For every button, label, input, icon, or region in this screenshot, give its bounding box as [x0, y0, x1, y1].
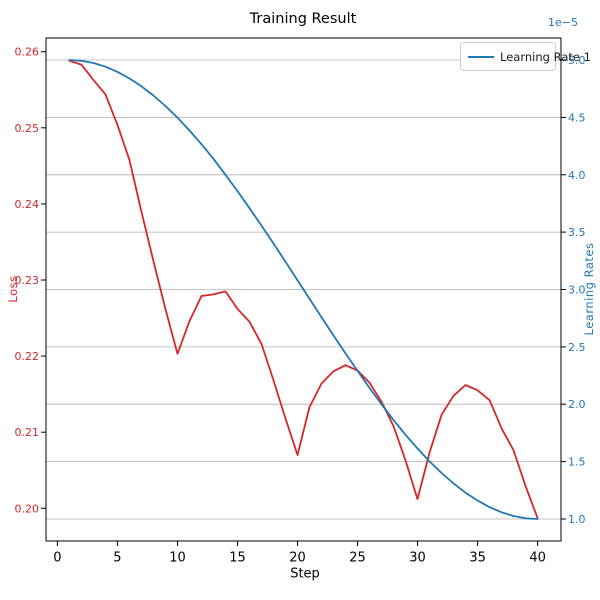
x-axis-label: Step [290, 566, 320, 582]
x-tick-label: 25 [349, 551, 366, 566]
right-axis-offset-text: 1e−5 [548, 16, 578, 29]
x-tick-label: 40 [529, 551, 546, 566]
right-axis-label: Learning Rates [582, 242, 596, 336]
left-axis-label: Loss [6, 275, 20, 303]
right-y-tick-label: 2.0 [568, 398, 586, 411]
right-y-tick-label: 2.5 [568, 341, 586, 354]
right-y-tick-label: 5.0 [568, 54, 586, 67]
chart-title: Training Result [249, 11, 357, 27]
left-y-tick-label: 0.26 [15, 46, 40, 59]
left-y-tick-label: 0.20 [15, 502, 40, 515]
x-tick-label: 35 [469, 551, 486, 566]
x-tick-label: 10 [169, 551, 186, 566]
right-y-tick-label: 3.0 [568, 284, 586, 297]
right-y-tick-label: 1.0 [568, 513, 586, 526]
x-tick-label: 30 [409, 551, 426, 566]
left-y-tick-label: 0.23 [15, 274, 40, 287]
series-learning-rate-line [68, 59, 539, 520]
x-tick-label: 0 [53, 551, 61, 566]
right-y-tick-label: 3.5 [568, 226, 586, 239]
left-y-tick-label: 0.24 [15, 198, 40, 211]
series-loss-line [68, 59, 539, 520]
x-tick-label: 20 [289, 551, 306, 566]
legend: Learning Rate 1 [460, 42, 591, 71]
right-y-tick-label: 1.5 [568, 456, 586, 469]
x-tick-label: 5 [113, 551, 121, 566]
left-y-tick-label: 0.25 [15, 122, 40, 135]
left-y-tick-label: 0.22 [15, 350, 40, 363]
right-y-tick-label: 4.5 [568, 111, 586, 124]
right-y-tick-label: 4.0 [568, 169, 586, 182]
left-y-tick-label: 0.21 [15, 426, 40, 439]
legend-label: Learning Rate 1 [500, 49, 591, 64]
x-tick-label: 15 [229, 551, 246, 566]
legend-line-sample [468, 55, 494, 58]
